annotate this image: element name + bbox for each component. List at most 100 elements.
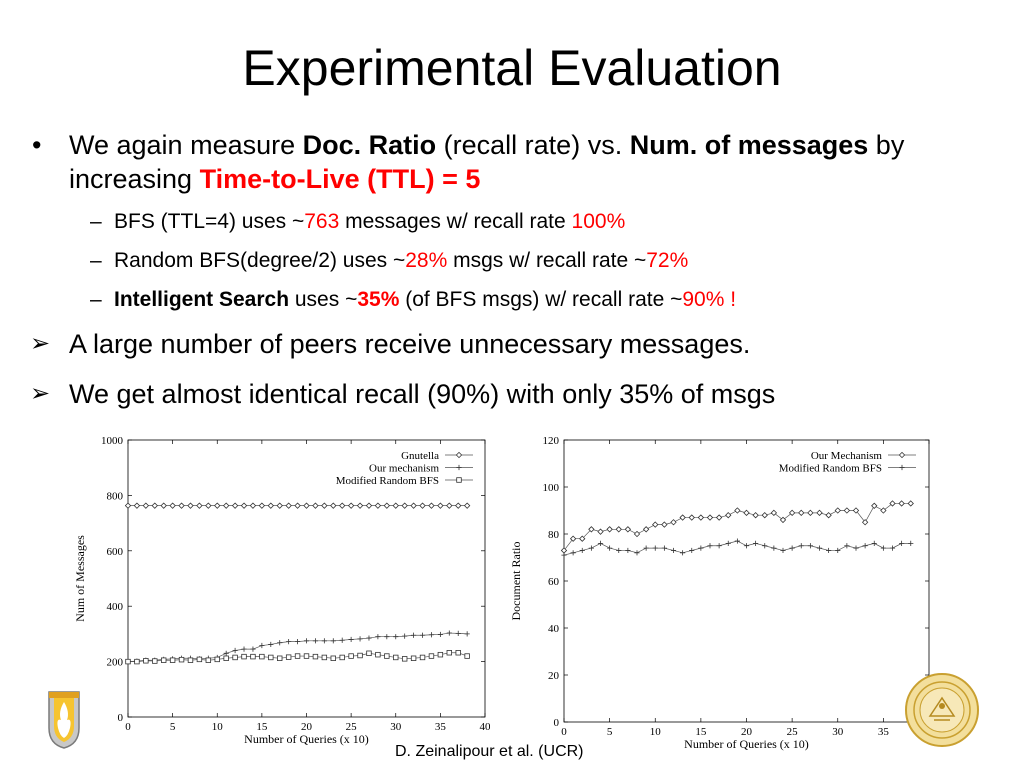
data-point-s1 [570,550,576,556]
data-point-s0 [834,507,841,514]
data-point-s1 [250,646,256,652]
data-point-s1 [232,647,238,654]
data-point-s0 [725,512,732,519]
data-point-s2 [178,656,185,663]
data-point-s1 [419,632,426,638]
data-point-s0 [330,502,337,509]
legend-label: Modified Random BFS [336,475,439,487]
data-point-s0 [267,502,274,509]
data-point-s2 [428,653,435,659]
bullet3-text: We get almost identical recall (90%) wit… [69,379,776,409]
bullet-item-3: ➢ We get almost identical recall (90%) w… [30,377,990,411]
x-tick-label: 15 [256,721,268,733]
data-point-s1 [321,638,327,644]
y-tick-label: 600 [107,546,124,558]
data-point-s0 [249,502,257,509]
data-point-s0 [770,509,778,517]
x-tick-label: 0 [125,721,131,733]
data-point-s1 [889,545,896,551]
data-point-s2 [401,656,408,662]
flame-shield-logo [48,691,80,749]
data-point-s1 [464,631,470,637]
data-point-s1 [616,547,622,554]
data-point-s0 [880,507,887,514]
arrow-bullet-icon: ➢ [30,330,51,357]
data-point-s1 [357,636,363,642]
data-point-s0 [410,502,417,509]
data-point-s2 [410,655,417,661]
data-point-s1 [798,543,804,549]
x-tick-label: 20 [301,721,313,733]
data-point-s0 [455,451,463,459]
data-point-s0 [752,512,759,519]
y-tick-label: 120 [543,435,560,447]
data-point-s1 [780,547,786,554]
data-point-s0 [169,502,176,509]
data-point-s0 [223,502,230,509]
data-point-s2 [196,656,203,663]
data-point-s0 [852,507,860,514]
y-tick-label: 200 [107,657,124,669]
data-point-s2 [321,654,328,661]
data-point-s0 [151,502,158,509]
dash-mark: – [90,249,102,272]
data-point-s2 [348,653,354,659]
data-point-s0 [615,526,622,533]
data-point-s0 [124,502,132,509]
data-point-s1 [579,547,585,554]
data-point-s0 [321,502,328,509]
data-point-s2 [214,656,220,663]
data-point-s0 [761,512,768,519]
data-point-s0 [633,530,641,538]
y-axis-label: Num of Messages [73,535,87,622]
data-point-s0 [843,507,851,514]
data-point-s2 [437,651,444,658]
bullet1-ttl: Time-to-Live (TTL) = 5 [199,164,481,194]
data-point-s0 [788,509,796,517]
x-tick-label: 0 [561,726,567,738]
data-point-s1 [446,630,452,636]
sub3-text-b: uses ~ [289,288,358,311]
data-point-s0 [697,514,705,521]
x-tick-label: 5 [170,721,176,733]
data-point-s0 [898,500,905,507]
data-point-s0 [178,502,185,509]
bullet1-num-messages: Num. of messages [629,130,869,160]
data-point-s1 [437,631,443,638]
data-point-s2 [456,477,462,483]
data-point-s2 [303,653,310,659]
data-point-s1 [456,464,462,471]
data-point-s1 [652,545,658,551]
data-point-s1 [661,545,667,551]
data-point-s1 [223,650,229,656]
data-point-s1 [393,634,399,640]
data-point-s2 [134,658,140,665]
data-point-s0 [428,502,435,509]
data-point-s0 [807,509,814,517]
data-point-s1 [303,638,310,644]
data-point-s2 [312,653,319,660]
data-point-s1 [689,547,695,554]
data-point-s2 [384,653,390,659]
data-point-s2 [366,650,372,656]
data-point-s1 [816,545,823,551]
x-tick-label: 25 [787,726,799,738]
sub3-text-d: (of BFS msgs) w/ recall rate ~ [399,288,683,311]
data-point-s1 [680,550,686,556]
data-point-s0 [579,535,586,542]
data-point-s1 [899,540,905,546]
data-point-s1 [762,543,768,549]
data-point-s1 [698,545,704,551]
data-point-s0 [743,509,750,517]
data-point-s1 [880,545,886,551]
x-tick-label: 30 [390,721,402,733]
x-tick-label: 5 [607,726,613,738]
sub1-value-recall: 100% [571,210,626,233]
data-point-s2 [152,658,158,664]
data-point-s2 [330,655,336,661]
data-point-s0 [652,521,659,528]
data-point-s0 [214,502,221,509]
data-point-s0 [861,519,869,526]
data-point-s1 [844,543,850,549]
data-point-s0 [779,516,787,524]
